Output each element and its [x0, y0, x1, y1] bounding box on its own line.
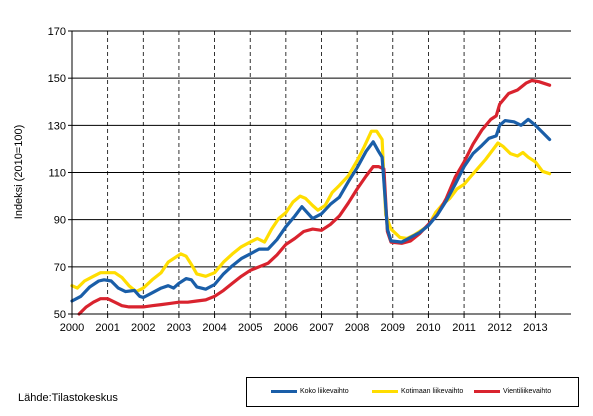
x-tick-label: 2002: [131, 322, 155, 334]
y-tick-label: 70: [54, 262, 66, 274]
y-tick-label: 130: [48, 120, 66, 132]
vertical-gridlines: [107, 31, 536, 314]
y-tick-label: 50: [54, 309, 66, 321]
x-tick-label: 2013: [523, 322, 547, 334]
x-tick-label: 2009: [381, 322, 405, 334]
y-tick-label: 110: [48, 168, 66, 180]
x-tick-label: 2004: [202, 322, 226, 334]
source-note: Lähde:Tilastokeskus: [18, 392, 118, 404]
series-line-1: [70, 129, 552, 294]
legend-label-vienti: Vientiliikevaihto: [503, 388, 552, 395]
legend-item-kotimaan: Kotimaan liikevaihto: [372, 388, 463, 395]
series-line-0: [70, 117, 552, 303]
legend-label-koko: Koko liikevaihto: [300, 388, 349, 395]
x-tick-label: 2005: [238, 322, 262, 334]
x-tick-label: 2001: [95, 322, 119, 334]
y-tick-labels: 50 70 90 110 130 150 170: [48, 26, 72, 321]
series-line-2: [77, 78, 552, 316]
x-tick-label: 2003: [167, 322, 191, 334]
y-axis-label: Indeksi (2010=100): [13, 125, 25, 219]
legend-item-vienti: Vientiliikevaihto: [474, 388, 551, 395]
legend: Koko liikevaihto Kotimaan liikevaihto Vi…: [246, 377, 579, 407]
x-tick-label: 2000: [60, 322, 84, 334]
legend-swatch-koko: [271, 390, 297, 393]
y-tick-label: 150: [48, 73, 66, 85]
legend-label-kotimaan: Kotimaan liikevaihto: [401, 388, 464, 395]
x-tick-labels: 2000 2001 2002 2003 2004 2005 2006 2007 2008 2009…: [60, 314, 548, 334]
x-tick-label: 2006: [274, 322, 298, 334]
y-tick-label: 90: [54, 215, 66, 227]
legend-swatch-vienti: [474, 390, 500, 393]
y-tick-label: 170: [48, 26, 66, 38]
x-tick-label: 2007: [309, 322, 333, 334]
series-layer: [70, 78, 552, 316]
legend-swatch-kotimaan: [372, 390, 398, 393]
x-tick-label: 2008: [345, 322, 369, 334]
x-tick-label: 2010: [416, 322, 440, 334]
x-tick-label: 2012: [487, 322, 511, 334]
x-tick-label: 2011: [452, 322, 476, 334]
legend-item-koko: Koko liikevaihto: [271, 388, 349, 395]
